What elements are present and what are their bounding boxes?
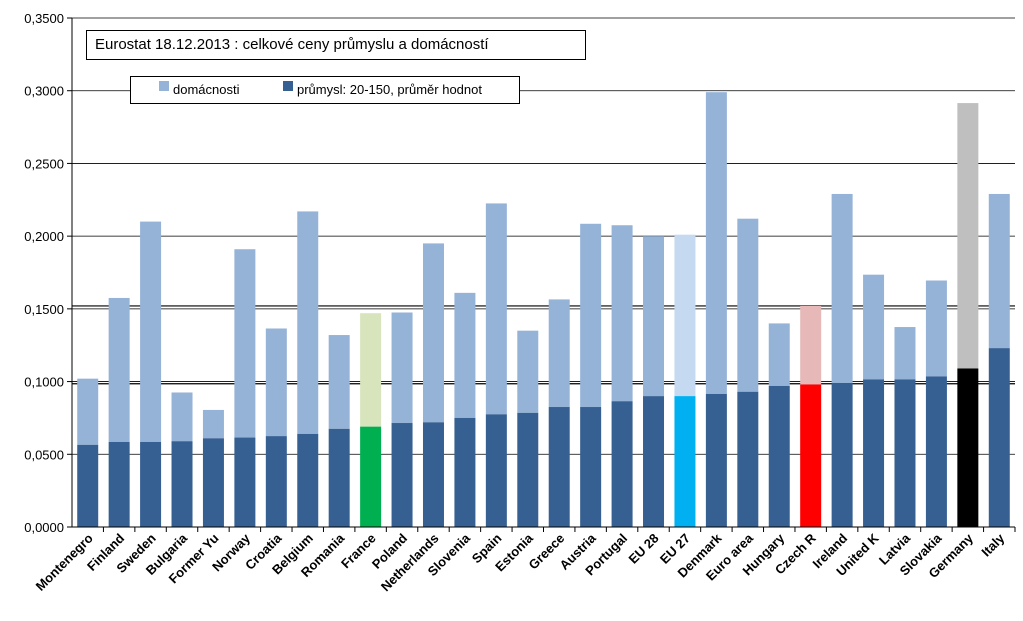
y-tick-label: 0,0500 (24, 447, 64, 462)
bar-industry (297, 433, 319, 527)
bar-industry (863, 379, 885, 527)
bar-households (108, 297, 130, 442)
y-tick-label: 0,3500 (24, 11, 64, 26)
bar-households (265, 328, 287, 437)
y-tick-label: 0,1500 (24, 302, 64, 317)
bar-households (768, 323, 790, 386)
bar-industry (800, 384, 822, 527)
bar-households (140, 221, 162, 442)
bar-industry (265, 436, 287, 527)
bar-industry (234, 437, 256, 527)
chart-title: Eurostat 18.12.2013 : celkové ceny průmy… (86, 30, 586, 60)
bar-industry (328, 428, 350, 527)
reference-lines (72, 305, 1015, 385)
bar-households (77, 378, 99, 445)
bar-industry (705, 393, 727, 527)
bar-households (894, 327, 916, 380)
bar-industry (548, 407, 570, 527)
bar-industry (517, 412, 539, 527)
legend: domácnosti průmysl: 20-150, průměr hodno… (130, 76, 520, 104)
bar-households (328, 335, 350, 429)
bar-industry (391, 423, 413, 527)
bar-households (202, 409, 224, 439)
bar-industry (643, 396, 665, 527)
x-tick-label: EU 28 (625, 531, 661, 567)
bar-households (705, 92, 727, 394)
bar-households (611, 225, 633, 402)
bar-households (831, 193, 853, 384)
bar-industry (140, 441, 162, 527)
bar-households (234, 249, 256, 438)
bar-households (422, 243, 444, 423)
bar-industry (988, 348, 1010, 527)
bar-industry (831, 383, 853, 527)
bar-industry (894, 379, 916, 527)
bar-industry (737, 391, 759, 527)
y-tick-labels: 0,0000 0,0500 0,1000 0,1500 0,2000 0,2500 0,30… (24, 11, 64, 535)
legend-swatch-households (159, 81, 169, 91)
bar-industry (611, 401, 633, 527)
bar-industry (768, 385, 790, 527)
bar-households (171, 392, 193, 442)
axes (67, 17, 1016, 532)
x-tick-label: Italy (978, 530, 1008, 560)
bar-households (297, 211, 319, 434)
bar-households (957, 103, 979, 369)
bar-industry (108, 441, 130, 527)
bar-households (517, 330, 539, 413)
bar-households (737, 218, 759, 392)
bar-households (925, 280, 947, 377)
bar-industry (485, 414, 507, 527)
bar-households (360, 313, 382, 427)
bar-households (988, 193, 1010, 349)
bar-industry (674, 396, 696, 527)
y-tick-label: 0,2500 (24, 156, 64, 171)
bar-households (863, 274, 885, 380)
legend-swatch-industry (283, 81, 293, 91)
bar-households (800, 305, 822, 385)
bar-households (580, 223, 602, 408)
bar-households (485, 203, 507, 415)
y-tick-label: 0,3000 (24, 84, 64, 99)
legend-label-households: domácnosti (173, 82, 240, 97)
bar-industry (957, 368, 979, 527)
y-tick-label: 0,0000 (24, 520, 64, 535)
bar-industry (422, 422, 444, 527)
bar-industry (580, 407, 602, 527)
legend-label-industry: průmysl: 20-150, průměr hodnot (297, 82, 482, 97)
bar-industry (202, 438, 224, 527)
bar-industry (171, 441, 193, 527)
bar-industry (360, 426, 382, 527)
y-tick-label: 0,1000 (24, 375, 64, 390)
bar-households (454, 292, 476, 418)
bar-households (643, 236, 665, 397)
bar-households (548, 299, 570, 408)
bars (77, 92, 1010, 527)
bar-households (674, 234, 696, 397)
bar-industry (925, 376, 947, 527)
bar-industry (77, 444, 99, 527)
y-tick-label: 0,2000 (24, 229, 64, 244)
bar-industry (454, 417, 476, 527)
bar-households (391, 312, 413, 424)
